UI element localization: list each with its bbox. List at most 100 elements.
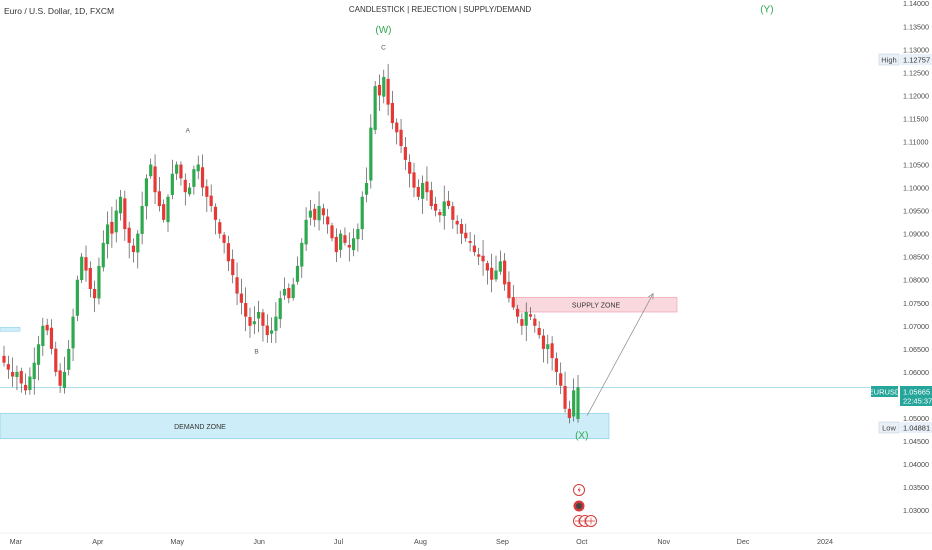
candle-body[interactable] xyxy=(386,78,390,105)
candle-body[interactable] xyxy=(118,196,123,214)
candle-body[interactable] xyxy=(537,327,541,336)
candle-body[interactable] xyxy=(23,384,28,391)
candle-body[interactable] xyxy=(187,187,192,195)
candle-body[interactable] xyxy=(395,122,399,133)
candle-body[interactable] xyxy=(6,364,10,370)
candle-body[interactable] xyxy=(438,212,442,216)
candle-body[interactable] xyxy=(136,233,140,253)
candle-body[interactable] xyxy=(520,319,524,326)
candle-body[interactable] xyxy=(472,245,477,253)
candle-body[interactable] xyxy=(451,206,455,220)
candle-body[interactable] xyxy=(490,267,494,280)
candle-body[interactable] xyxy=(269,330,274,334)
candle-body[interactable] xyxy=(554,358,559,372)
candle-body[interactable] xyxy=(300,242,304,267)
candle-body[interactable] xyxy=(209,195,213,207)
candle-body[interactable] xyxy=(382,76,386,97)
candle-body[interactable] xyxy=(334,236,338,253)
candle-body[interactable] xyxy=(265,325,269,336)
candle-body[interactable] xyxy=(295,265,300,282)
candle-body[interactable] xyxy=(140,206,144,234)
candle-body[interactable] xyxy=(58,370,62,386)
events-icon[interactable] xyxy=(573,515,597,527)
candle-body[interactable] xyxy=(429,190,433,207)
candle-body[interactable] xyxy=(170,173,174,195)
candle-body[interactable] xyxy=(11,371,15,377)
candle-body[interactable] xyxy=(157,191,161,207)
candle-body[interactable] xyxy=(511,297,515,308)
candle-body[interactable] xyxy=(235,277,239,294)
candle-body[interactable] xyxy=(41,325,45,346)
candle-body[interactable] xyxy=(196,164,200,172)
candle-body[interactable] xyxy=(222,234,226,243)
candle-body[interactable] xyxy=(166,196,170,223)
record-icon[interactable] xyxy=(573,500,585,512)
candle-body[interactable] xyxy=(481,255,485,262)
candle-body[interactable] xyxy=(507,281,511,299)
candle-body[interactable] xyxy=(97,265,101,299)
candle-body[interactable] xyxy=(54,348,58,372)
candle-body[interactable] xyxy=(153,166,157,193)
candle-body[interactable] xyxy=(550,343,554,359)
candle-body[interactable] xyxy=(377,84,382,96)
candle-body[interactable] xyxy=(252,321,256,325)
candle-body[interactable] xyxy=(360,196,364,230)
candle-body[interactable] xyxy=(412,172,416,188)
candle-body[interactable] xyxy=(274,316,278,331)
candle-body[interactable] xyxy=(205,186,209,197)
candle-body[interactable] xyxy=(278,298,282,320)
candle-body[interactable] xyxy=(62,371,67,389)
candle-body[interactable] xyxy=(183,179,187,193)
candle-body[interactable] xyxy=(498,261,502,272)
candle-body[interactable] xyxy=(282,288,287,296)
candle-body[interactable] xyxy=(200,167,205,188)
candle-body[interactable] xyxy=(369,127,373,181)
candle-body[interactable] xyxy=(455,220,459,225)
candle-body[interactable] xyxy=(49,327,54,349)
candle-body[interactable] xyxy=(313,208,317,220)
candle-body[interactable] xyxy=(84,257,88,271)
candle-body[interactable] xyxy=(67,348,71,370)
candle-body[interactable] xyxy=(179,164,183,179)
candle-body[interactable] xyxy=(403,147,407,160)
candle-body[interactable] xyxy=(515,308,520,317)
candle-body[interactable] xyxy=(15,371,19,378)
candle-body[interactable] xyxy=(88,268,92,289)
candle-body[interactable] xyxy=(2,355,6,363)
candle-body[interactable] xyxy=(80,256,84,281)
candle-body[interactable] xyxy=(494,270,498,280)
projection-arrow-line[interactable] xyxy=(586,293,654,416)
candle-body[interactable] xyxy=(291,284,295,299)
candle-body[interactable] xyxy=(421,182,425,199)
candle-body[interactable] xyxy=(75,279,79,316)
candle-body[interactable] xyxy=(477,254,481,257)
candle-body[interactable] xyxy=(326,216,330,225)
candle-body[interactable] xyxy=(105,224,110,245)
candle-body[interactable] xyxy=(101,242,105,268)
candle-body[interactable] xyxy=(131,245,136,253)
lightning-icon[interactable] xyxy=(573,484,585,496)
candle-body[interactable] xyxy=(175,164,179,174)
candle-body[interactable] xyxy=(149,164,153,177)
candle-body[interactable] xyxy=(93,288,97,299)
candle-body[interactable] xyxy=(257,312,261,319)
candle-body[interactable] xyxy=(218,222,222,234)
candle-body[interactable] xyxy=(339,233,343,250)
candle-body[interactable] xyxy=(503,260,507,285)
candle-body[interactable] xyxy=(541,335,546,349)
candle-body[interactable] xyxy=(442,201,446,217)
candle-body[interactable] xyxy=(308,210,313,218)
candle-body[interactable] xyxy=(464,232,468,239)
candle-body[interactable] xyxy=(567,408,571,419)
candle-body[interactable] xyxy=(533,318,537,326)
candle-body[interactable] xyxy=(32,362,36,380)
candle-body[interactable] xyxy=(468,241,472,243)
candle-body[interactable] xyxy=(19,371,23,384)
candle-body[interactable] xyxy=(287,287,291,299)
candle-body[interactable] xyxy=(261,312,265,326)
candle-body[interactable] xyxy=(563,385,567,409)
candle-body[interactable] xyxy=(239,293,243,303)
candle-body[interactable] xyxy=(110,221,114,234)
candle-body[interactable] xyxy=(321,208,325,216)
